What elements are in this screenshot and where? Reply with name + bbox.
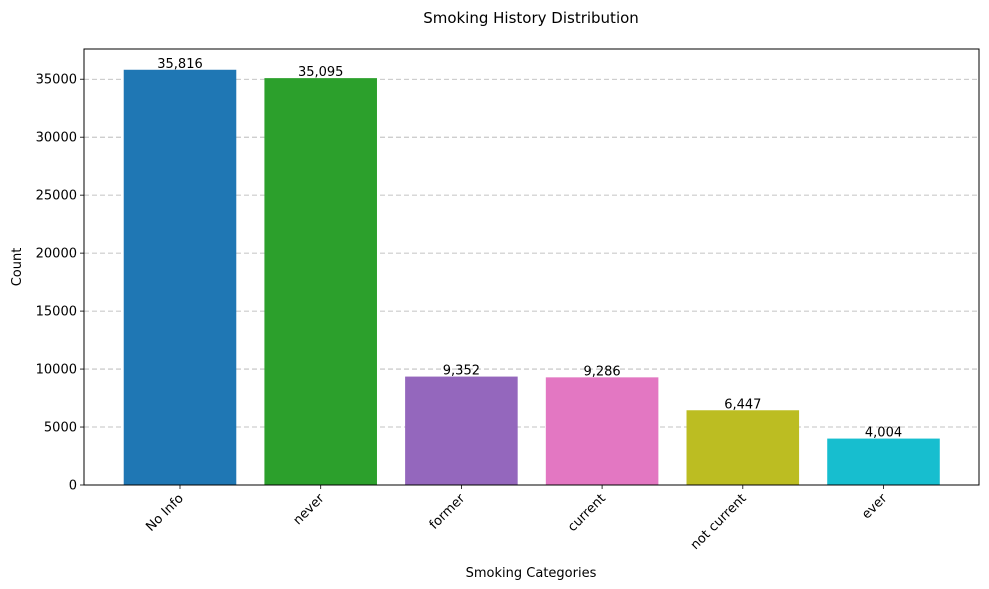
y-tick-label: 35000 <box>36 73 77 88</box>
x-axis: No Info never former current not current ever <box>143 485 891 553</box>
bar-value-label: 9,286 <box>583 364 620 379</box>
bar-value-label: 9,352 <box>443 364 480 379</box>
y-tick-label: 15000 <box>36 305 77 320</box>
bar-value-label: 6,447 <box>724 397 761 412</box>
gridlines <box>84 78 979 428</box>
y-axis: 0 5000 10000 15000 20000 25000 30000 35000 <box>36 73 84 494</box>
bars <box>123 69 940 486</box>
bar <box>545 377 659 485</box>
y-tick-label: 30000 <box>36 131 77 146</box>
bar <box>123 69 237 486</box>
y-tick-label: 20000 <box>36 247 77 262</box>
plot-frame <box>83 48 980 486</box>
y-tick-label: 5000 <box>44 421 77 436</box>
bar <box>686 410 800 485</box>
bar <box>827 438 940 485</box>
y-tick-label: 10000 <box>36 363 77 378</box>
y-tick-label: 0 <box>69 479 77 494</box>
x-tick-label: current <box>565 491 609 535</box>
bar-value-label: 35,095 <box>298 65 344 80</box>
bar-value-label: 4,004 <box>865 426 902 441</box>
chart-title: Smoking History Distribution <box>423 9 639 27</box>
bar-value-label: 35,816 <box>157 57 203 72</box>
x-tick-label: not current <box>688 491 750 553</box>
x-tick-label: ever <box>859 491 891 523</box>
x-tick-label: No Info <box>143 491 186 534</box>
x-tick-label: former <box>427 491 469 533</box>
y-tick-label: 25000 <box>36 189 77 204</box>
x-tick-label: never <box>291 491 328 528</box>
bar <box>405 376 518 485</box>
x-axis-label: Smoking Categories <box>466 566 597 581</box>
bar <box>264 78 377 486</box>
data-labels: 35,816 35,095 9,352 9,286 6,447 4,004 <box>157 57 902 441</box>
y-axis-label: Count <box>10 248 25 287</box>
